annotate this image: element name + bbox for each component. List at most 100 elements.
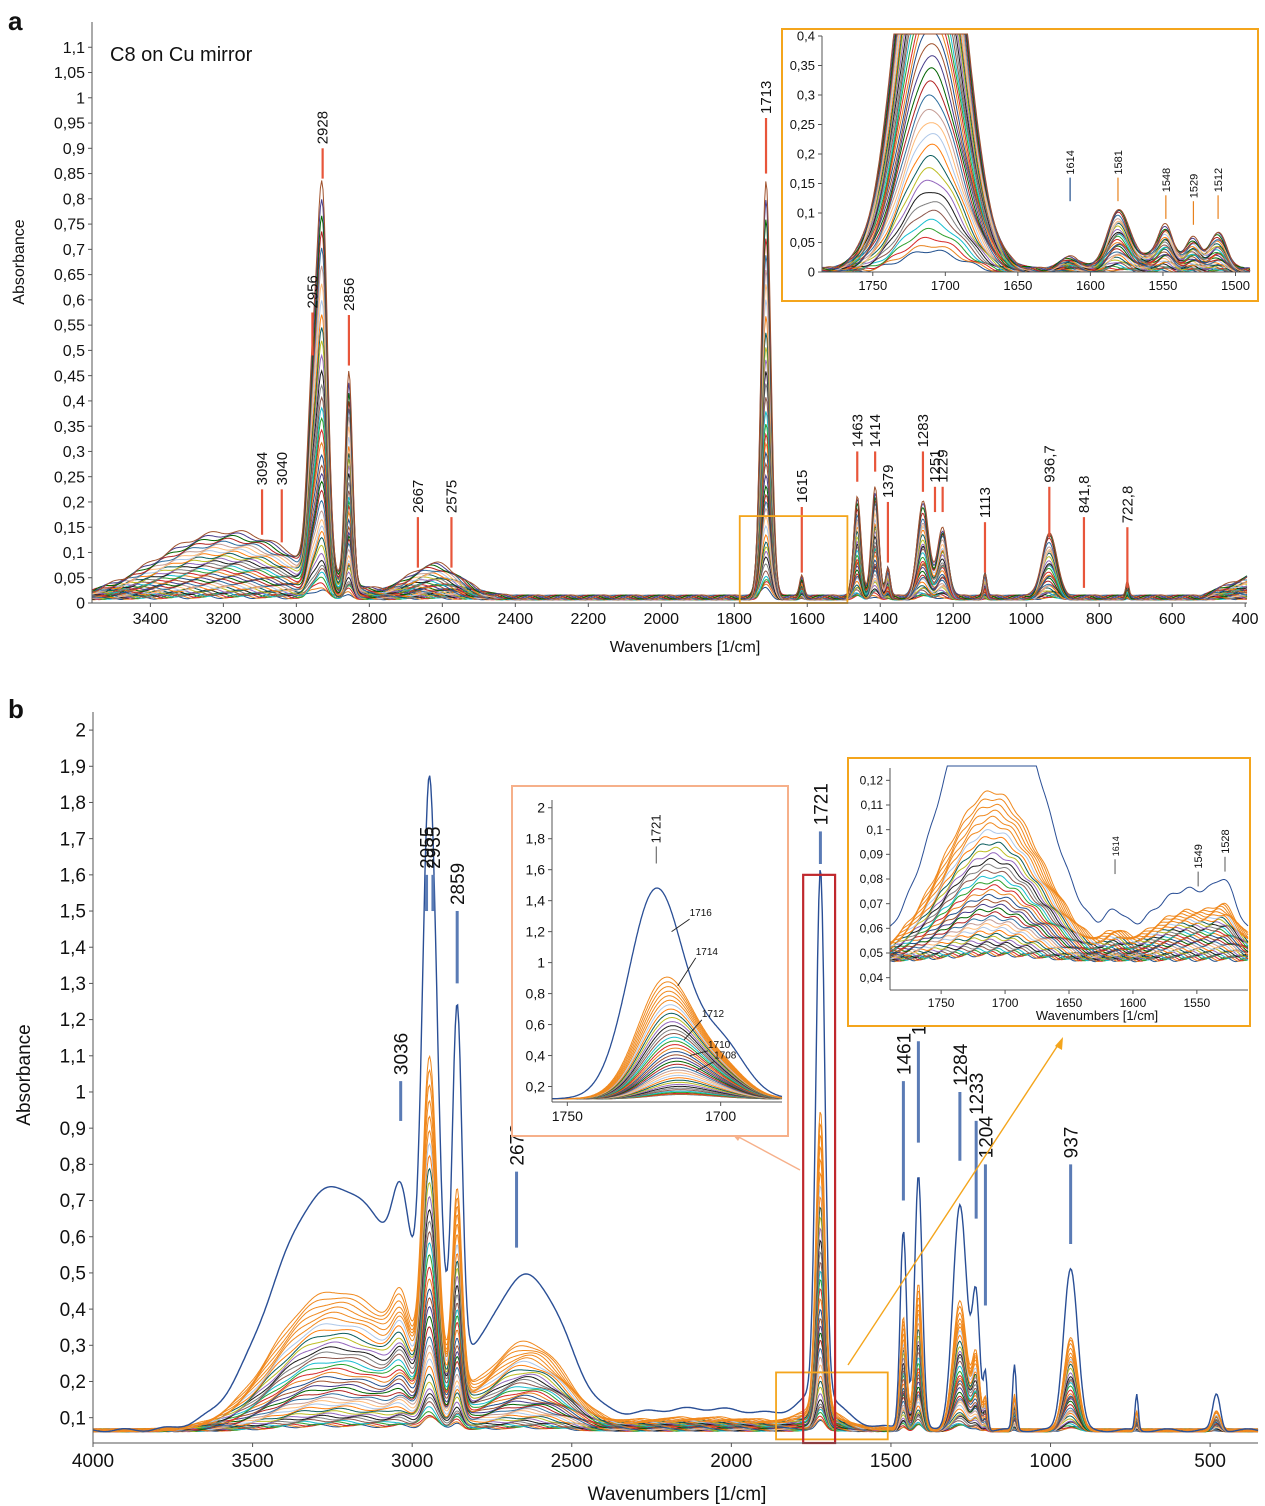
y-tick-label: 0,2 (63, 495, 85, 512)
x-tick-label: 2800 (352, 611, 388, 628)
x-tick-label: 1200 (935, 611, 971, 628)
spectrum-line (92, 1083, 1259, 1433)
panel-b-ylabel: Absorbance (14, 1024, 35, 1125)
x-tick-label: 2400 (498, 611, 534, 628)
peak-label: 936,7 (1041, 445, 1058, 483)
spectrum-line (552, 976, 783, 1100)
y-tick-label: 0,2 (60, 1372, 86, 1393)
y-tick-label: 0,4 (60, 1300, 87, 1321)
y-tick-label: 0,9 (63, 141, 85, 158)
peak-marker (683, 1019, 703, 1041)
peak-label: 841,8 (1076, 476, 1093, 514)
spectrum-line (92, 1288, 1259, 1433)
spectrum-line (821, 33, 1251, 271)
y-tick-label: 1,1 (63, 40, 85, 57)
y-tick-label: 1,4 (526, 893, 546, 909)
y-tick-label: 0,65 (54, 267, 85, 284)
peak-label: 2667 (410, 480, 427, 513)
x-tick-label: 1600 (1076, 278, 1105, 293)
x-tick-label: 1600 (789, 611, 825, 628)
spectrum-line (889, 903, 1249, 957)
x-tick-label: 2500 (551, 1451, 593, 1472)
y-tick-label: 0,12 (860, 774, 884, 788)
spectrum-line (889, 841, 1249, 950)
spectrum-line (91, 265, 1248, 600)
x-tick-label: 1600 (1120, 996, 1147, 1010)
y-tick-label: 0,3 (797, 88, 815, 103)
spectrum-line (889, 836, 1249, 949)
peak-label: 3036 (392, 1033, 413, 1075)
peak-label: 1463 (849, 414, 866, 447)
spectrum-line (889, 803, 1249, 946)
y-tick-label: 0,3 (60, 1336, 86, 1357)
y-tick-label: 0,2 (797, 147, 815, 162)
y-tick-label: 0,55 (54, 318, 85, 335)
spectrum-line (92, 1099, 1259, 1433)
peak-label: 1528 (1220, 829, 1232, 853)
y-tick-label: 0,4 (797, 29, 815, 44)
x-tick-label: 3200 (206, 611, 242, 628)
x-tick-label: 2000 (643, 611, 679, 628)
x-tick-label: 1700 (992, 996, 1019, 1010)
x-tick-label: 1500 (1221, 278, 1250, 293)
y-tick-label: 0,7 (60, 1191, 86, 1212)
spectrum-line (92, 775, 1259, 1433)
peak-label: 2856 (341, 278, 358, 311)
panel-a-ylabel: Absorbance (11, 219, 28, 304)
peak-label: 1229 (935, 449, 952, 482)
connector-arrow-right (847, 1041, 1061, 1366)
panel-b-series (92, 775, 1259, 1433)
y-tick-label: 1,2 (526, 924, 546, 940)
peak-label: 1283 (915, 414, 932, 447)
peak-label: 2956 (304, 275, 321, 308)
peak-label: 1512 (1213, 168, 1225, 192)
peak-label: 1710 (708, 1040, 731, 1051)
y-tick-label: 0,6 (60, 1227, 86, 1248)
spectrum-line (91, 416, 1248, 600)
y-tick-label: 2 (75, 721, 86, 742)
y-tick-label: 1,8 (60, 793, 86, 814)
peak-label: 1284 (951, 1043, 972, 1086)
y-tick-label: 1,2 (60, 1010, 86, 1031)
peak-label: 1713 (758, 81, 775, 114)
y-tick-label: 1,3 (60, 974, 86, 995)
spectrum-line (889, 869, 1249, 953)
panel-a-annotation: C8 on Cu mirror (110, 44, 253, 66)
spectrum-line (889, 943, 1249, 962)
x-tick-label: 2000 (710, 1451, 752, 1472)
x-tick-label: 1650 (1056, 996, 1083, 1010)
spectrum-line (889, 929, 1249, 960)
y-tick-label: 0,1 (866, 823, 883, 837)
peak-label: 722,8 (1119, 486, 1136, 524)
peak-label: 2575 (443, 480, 460, 513)
y-tick-label: 0,15 (54, 520, 85, 537)
peak-label: 937 (1062, 1127, 1083, 1159)
y-tick-label: 0,8 (526, 985, 546, 1001)
spectrum-line (889, 798, 1249, 945)
peak-label: 1712 (702, 1009, 725, 1020)
y-tick-label: 0,11 (861, 798, 884, 812)
y-tick-label: 1,4 (60, 938, 87, 959)
x-tick-label: 500 (1194, 1451, 1226, 1472)
y-tick-label: 0,06 (860, 922, 884, 936)
peak-label: 1414 (867, 414, 884, 447)
peak-label: 1721 (811, 783, 832, 825)
peak-label: 2955 (418, 827, 439, 869)
y-tick-label: 0,9 (60, 1119, 86, 1140)
panel-a-series (91, 180, 1248, 601)
spectrum-line (889, 879, 1249, 954)
y-tick-label: 0,08 (860, 872, 884, 886)
y-tick-label: 0,6 (526, 1016, 546, 1032)
y-tick-label: 1 (75, 1083, 86, 1104)
peak-label: 1721 (648, 814, 663, 843)
peak-label: 1614 (1065, 150, 1077, 174)
spectrum-line (889, 907, 1249, 957)
y-tick-label: 0,75 (54, 217, 85, 234)
spectrum-line (91, 383, 1248, 601)
x-tick-label: 1400 (862, 611, 898, 628)
spectrum-line (92, 536, 1248, 601)
y-tick-label: 0,45 (54, 368, 85, 385)
peak-label: 1233 (967, 1073, 988, 1115)
x-tick-label: 600 (1159, 611, 1186, 628)
